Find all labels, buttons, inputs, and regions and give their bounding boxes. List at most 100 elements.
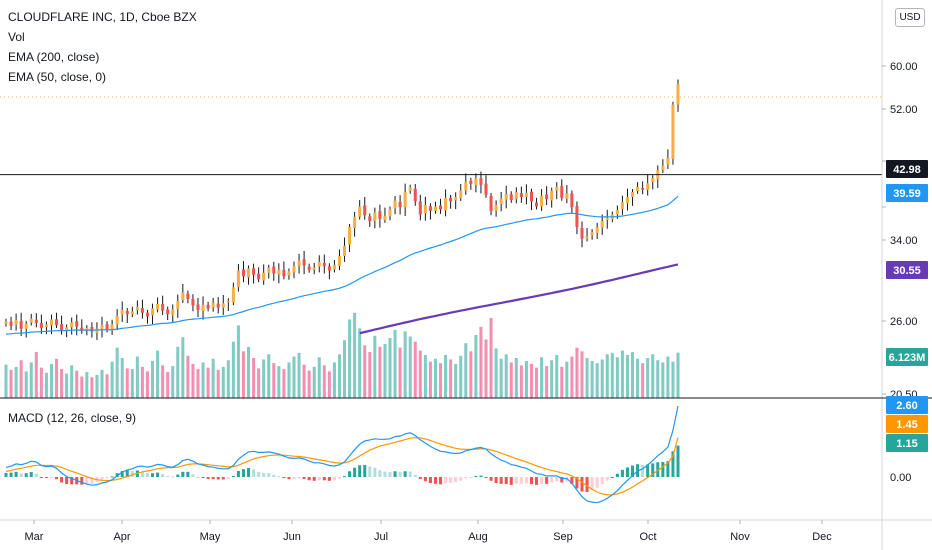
volume-bar — [398, 347, 402, 398]
candle-body — [631, 191, 635, 198]
macd-histogram-bar — [145, 473, 149, 477]
price-badge-label: 42.98 — [893, 164, 921, 176]
candle-body — [383, 215, 387, 220]
volume-bar — [115, 347, 119, 398]
macd-histogram-bar — [337, 477, 341, 479]
volume-bar — [388, 338, 392, 398]
volume-legend[interactable]: Vol — [8, 30, 25, 44]
macd-histogram-bar — [615, 473, 619, 477]
macd-histogram-bar — [241, 469, 245, 477]
volume-bar — [570, 356, 574, 398]
candle-body — [474, 178, 478, 186]
macd-histogram-bar — [590, 477, 594, 490]
macd-histogram-bar — [585, 477, 589, 493]
candle-body — [181, 292, 185, 301]
macd-histogram-bar — [282, 477, 286, 479]
macd-histogram-bar — [343, 476, 347, 478]
macd-histogram-bar — [494, 477, 498, 484]
volume-bar — [236, 325, 240, 398]
macd-histogram-bar — [509, 477, 513, 485]
volume-bar — [60, 369, 64, 398]
candle-body — [267, 267, 271, 273]
macd-histogram-bar — [393, 471, 397, 477]
macd-histogram-bar — [327, 477, 331, 481]
macd-histogram-bar — [489, 477, 493, 481]
volume-bar — [176, 346, 180, 398]
macd-histogram-bar — [171, 476, 175, 478]
macd-histogram-bar — [272, 474, 276, 477]
candle-body — [55, 319, 59, 326]
macd-histogram-bar — [388, 472, 392, 477]
macd-histogram-bar — [60, 477, 64, 483]
volume-bar — [241, 351, 245, 398]
macd-histogram-bar — [550, 477, 554, 483]
candle-body — [60, 324, 64, 331]
candle-body — [428, 206, 432, 211]
macd-histogram-bar — [196, 477, 200, 478]
ema50-legend[interactable]: EMA (50, close, 0) — [8, 70, 107, 84]
volume-bar — [181, 337, 185, 398]
macd-histogram-bar — [474, 475, 478, 477]
volume-bar — [14, 366, 18, 398]
volume-bar — [585, 358, 589, 398]
macd-histogram-bar — [353, 467, 357, 477]
candle-body — [570, 193, 574, 208]
ema200-legend[interactable]: EMA (200, close) — [8, 50, 100, 64]
time-tick-label: Sep — [553, 531, 573, 543]
macd-histogram-bar — [262, 472, 266, 477]
currency-button[interactable]: USD — [895, 8, 925, 27]
macd-histogram-bar — [247, 467, 251, 477]
macd-histogram-bar — [555, 477, 559, 482]
macd-histogram-bar — [610, 477, 614, 478]
macd-histogram-bar — [312, 477, 316, 481]
volume-bar — [39, 367, 43, 398]
macd-histogram-bar — [575, 477, 579, 489]
candle-body — [171, 309, 175, 316]
volume-bar — [605, 354, 609, 398]
candle-body — [221, 303, 225, 308]
candle-body — [565, 193, 569, 199]
macd-histogram-bar — [130, 470, 134, 477]
candle-body — [509, 194, 513, 200]
candle-body — [105, 324, 109, 330]
macd-histogram-bar — [464, 477, 468, 479]
volume-bar — [247, 346, 251, 398]
candle-body — [252, 268, 256, 275]
macd-histogram-bar — [332, 477, 336, 481]
volume-bar — [65, 373, 69, 398]
macd-histogram-bar — [287, 477, 291, 480]
macd-histogram-bar — [403, 471, 407, 477]
macd-legend[interactable]: MACD (12, 26, close, 9) — [8, 411, 137, 425]
volume-bar — [29, 362, 33, 398]
candle-body — [312, 267, 316, 270]
candle-body — [337, 256, 341, 266]
horizontal-line-42-98[interactable] — [0, 96, 882, 176]
volume-bar — [550, 360, 554, 398]
macd-histogram-bar — [408, 471, 412, 477]
macd-histogram-bar — [484, 477, 488, 478]
volume-bar — [267, 354, 271, 398]
volume-bar — [403, 331, 407, 398]
macd-histogram-bar — [70, 477, 74, 485]
candle-body — [302, 259, 306, 266]
candle-body — [287, 271, 291, 276]
volume-bar — [312, 366, 316, 398]
candle-body — [368, 216, 372, 222]
volume-bar — [540, 357, 544, 398]
candle-body — [590, 231, 594, 236]
volume-bar — [474, 335, 478, 398]
macd-badge-label: 1.45 — [896, 419, 917, 431]
candle-body — [398, 201, 402, 208]
volume-bar — [262, 359, 266, 398]
macd-badge — [886, 434, 928, 452]
macd-histogram-bar — [231, 475, 235, 477]
price-badge — [886, 184, 928, 202]
volume-bar — [145, 371, 149, 398]
volume-bar — [393, 329, 397, 398]
macd-histogram-bar — [666, 461, 670, 477]
symbol-legend[interactable]: CLOUDFLARE INC, 1D, Cboe BZX — [8, 10, 197, 24]
candle-body — [110, 324, 114, 331]
candle-body — [580, 227, 584, 239]
volume-bar — [646, 358, 650, 398]
